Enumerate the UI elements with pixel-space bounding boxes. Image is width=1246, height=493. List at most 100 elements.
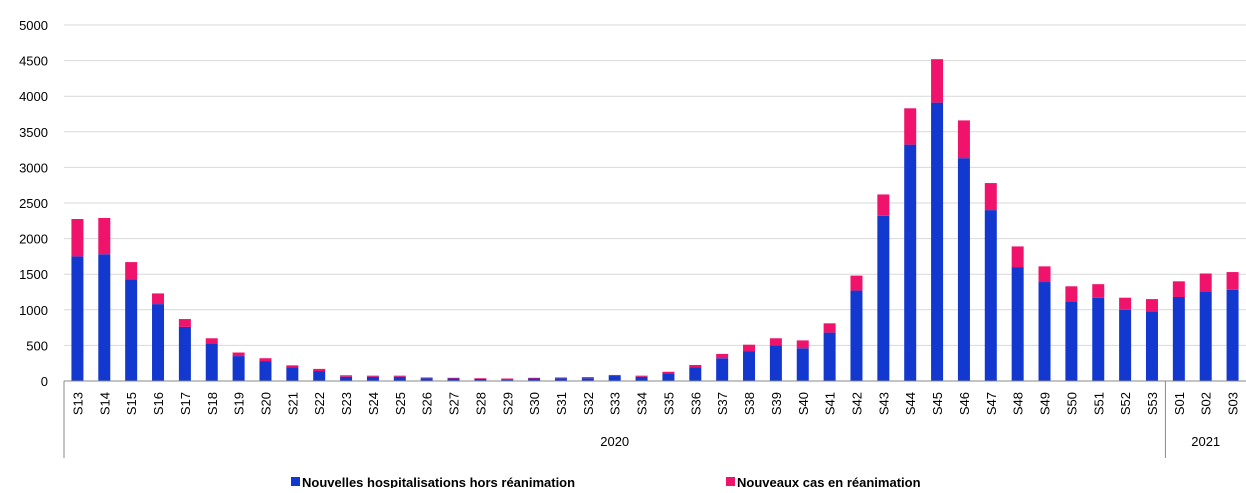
x-tick-label: S46	[957, 392, 972, 415]
bar-segment	[1199, 273, 1212, 292]
x-tick-label: S47	[984, 392, 999, 415]
bar-segment	[313, 371, 326, 381]
bar-segment	[743, 351, 756, 381]
legend-swatch	[291, 477, 300, 486]
x-tick-label: S39	[769, 392, 784, 415]
bar-segment	[877, 194, 890, 216]
bar-segment	[1011, 267, 1024, 381]
legend-label: Nouvelles hospitalisations hors réanimat…	[302, 475, 575, 488]
bar-segment	[1038, 266, 1051, 283]
bar-segment	[608, 374, 621, 377]
x-tick-label: S41	[823, 392, 838, 415]
bar-segment	[178, 319, 191, 327]
bar-segment	[1226, 289, 1239, 381]
bar-segment	[1172, 296, 1185, 381]
x-tick-label: S48	[1011, 392, 1026, 415]
bar-segment	[393, 375, 406, 377]
bar-segment	[178, 326, 191, 381]
x-tick-label: S01	[1172, 392, 1187, 415]
bar-segment	[474, 378, 487, 379]
bar-segment	[528, 377, 541, 379]
legend-label: Nouveaux cas en réanimation	[737, 475, 921, 488]
bar-segment	[984, 210, 997, 381]
group-label: 2020	[600, 434, 629, 449]
bar-segment	[447, 378, 460, 381]
y-tick-label: 500	[26, 338, 48, 353]
bar-segment	[71, 256, 84, 381]
x-tick-label: S30	[527, 392, 542, 415]
bar-segment	[98, 217, 111, 255]
x-tick-label: S31	[554, 392, 569, 415]
x-tick-label: S49	[1038, 392, 1053, 415]
bar-segment	[877, 215, 890, 381]
y-tick-label: 3500	[19, 125, 48, 140]
x-tick-label: S27	[447, 392, 462, 415]
x-tick-label: S36	[688, 392, 703, 415]
x-tick-label: S25	[393, 392, 408, 415]
bar-segment	[1226, 272, 1239, 290]
x-tick-label: S33	[608, 392, 623, 415]
bar-segment	[823, 332, 836, 381]
x-tick-label: S13	[70, 392, 85, 415]
bar-segment	[957, 158, 970, 381]
x-tick-label: S32	[581, 392, 596, 415]
bar-segment	[769, 338, 782, 346]
legend-swatch	[726, 477, 735, 486]
bar-segment	[125, 262, 138, 280]
bar-segment	[850, 275, 863, 291]
bar-segment	[528, 378, 541, 381]
bar-segment	[554, 377, 567, 379]
bar-segment	[581, 378, 594, 381]
bar-segment	[689, 367, 702, 381]
group-label: 2021	[1191, 434, 1220, 449]
bar-segment	[205, 338, 218, 344]
bar-segment	[366, 375, 379, 377]
bar-segment	[662, 371, 675, 374]
bar-segment	[1199, 291, 1212, 381]
bar-segment	[931, 102, 944, 381]
bar-segment	[286, 367, 299, 381]
x-tick-label: S14	[97, 392, 112, 415]
bar-segment	[447, 377, 460, 379]
bar-segment	[850, 290, 863, 381]
bar-segment	[340, 375, 353, 377]
bar-segment	[1092, 284, 1105, 298]
bar-segment	[581, 377, 594, 379]
bar-segment	[286, 365, 299, 368]
bar-segment	[823, 323, 836, 333]
bar-segment	[662, 373, 675, 381]
x-tick-label: S37	[715, 392, 730, 415]
bar-segment	[259, 361, 272, 381]
bar-segment	[608, 376, 621, 381]
x-tick-label: S53	[1145, 392, 1160, 415]
x-tick-label: S15	[124, 392, 139, 415]
x-tick-label: S38	[742, 392, 757, 415]
y-tick-label: 5000	[19, 18, 48, 33]
x-tick-label: S34	[635, 392, 650, 415]
x-tick-label: S20	[258, 392, 273, 415]
bar-segment	[1145, 299, 1158, 312]
bar-segment	[904, 144, 917, 381]
bar-segment	[716, 353, 729, 359]
x-tick-label: S35	[661, 392, 676, 415]
bar-segment	[366, 376, 379, 381]
bar-segment	[1172, 281, 1185, 297]
y-tick-label: 0	[41, 374, 48, 389]
bar-segment	[501, 378, 514, 380]
x-tick-label: S29	[500, 392, 515, 415]
bar-segment	[743, 344, 756, 352]
bar-segment	[205, 343, 218, 381]
x-tick-label: S52	[1118, 392, 1133, 415]
y-tick-label: 1000	[19, 303, 48, 318]
bar-segment	[71, 219, 84, 257]
x-tick-label: S42	[849, 392, 864, 415]
bar-segment	[1145, 311, 1158, 381]
x-tick-label: S51	[1091, 392, 1106, 415]
bar-segment	[313, 368, 326, 372]
bar-segment	[98, 254, 111, 381]
bar-segment	[232, 352, 245, 357]
bar-segment	[232, 356, 245, 381]
bar-segment	[1065, 286, 1078, 302]
bar-segment	[689, 364, 702, 368]
